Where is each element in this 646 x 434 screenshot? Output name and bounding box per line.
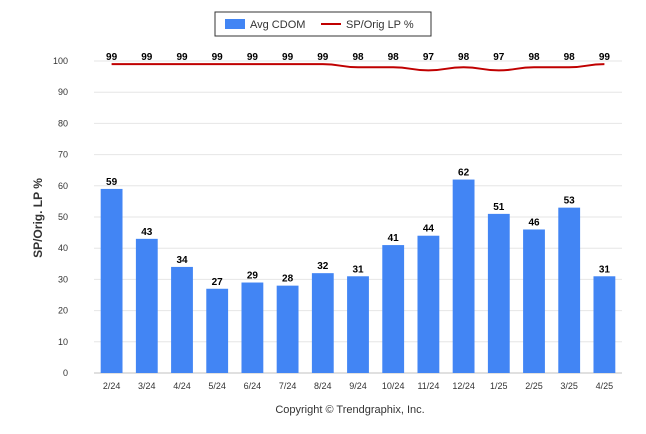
bar-avg-cdom <box>593 276 616 373</box>
line-value-label: 99 <box>317 52 329 63</box>
line-value-label: 98 <box>564 52 576 63</box>
line-value-label: 98 <box>388 52 400 63</box>
x-tick-label: 2/24 <box>103 381 121 391</box>
y-axis-title: SP/Orig. LP % <box>31 178 45 258</box>
x-tick-label: 8/24 <box>314 381 332 391</box>
bar-value-label: 62 <box>458 168 470 179</box>
bar-value-label: 43 <box>141 227 153 238</box>
y-tick-label: 70 <box>58 150 68 160</box>
y-tick-label: 60 <box>58 181 68 191</box>
bar-value-label: 34 <box>176 255 188 266</box>
x-tick-label: 5/24 <box>208 381 226 391</box>
x-tick-label: 3/24 <box>138 381 156 391</box>
bar-value-label: 27 <box>212 277 224 288</box>
y-tick-label: 0 <box>63 368 68 378</box>
x-tick-label: 4/25 <box>596 381 614 391</box>
bar-avg-cdom <box>171 266 193 373</box>
bar-value-label: 51 <box>493 202 505 213</box>
legend-label-avg-cdom: Avg CDOM <box>250 19 305 31</box>
legend-label-sp-orig-lp: SP/Orig LP % <box>346 19 414 31</box>
bar-avg-cdom <box>523 229 545 373</box>
y-tick-label: 10 <box>58 337 68 347</box>
bar-value-label: 41 <box>388 233 400 244</box>
bar-avg-cdom <box>206 288 229 373</box>
bar-avg-cdom <box>311 273 334 373</box>
bar-value-label: 53 <box>564 196 576 207</box>
line-value-label: 97 <box>423 52 435 63</box>
bar-value-label: 44 <box>423 224 435 235</box>
line-value-label: 98 <box>352 52 364 63</box>
line-value-label: 99 <box>106 52 118 63</box>
x-tick-label: 4/24 <box>173 381 191 391</box>
bar-avg-cdom <box>452 179 475 373</box>
bar-avg-cdom <box>276 285 299 373</box>
bar-value-label: 46 <box>528 217 540 228</box>
bar-avg-cdom <box>487 213 510 373</box>
y-tick-label: 40 <box>58 243 68 253</box>
bar-value-label: 32 <box>317 261 329 272</box>
line-value-label: 99 <box>599 52 611 63</box>
bar-avg-cdom <box>558 207 581 373</box>
line-value-label: 99 <box>141 52 153 63</box>
line-series <box>111 63 605 72</box>
bar-avg-cdom <box>347 276 369 373</box>
x-tick-label: 10/24 <box>382 381 405 391</box>
legend-swatch-avg-cdom <box>225 19 245 29</box>
line-value-label: 99 <box>176 52 188 63</box>
x-tick-label: 9/24 <box>349 381 367 391</box>
x-tick-label: 2/25 <box>525 381 543 391</box>
bar-labels: 59 43 34 27 29 28 32 31 41 44 62 51 46 53 31 <box>106 168 610 288</box>
line-value-label: 99 <box>282 52 294 63</box>
bar-avg-cdom <box>241 282 264 373</box>
bar-value-label: 28 <box>282 274 294 285</box>
x-tick-label: 7/24 <box>279 381 297 391</box>
line-value-label: 99 <box>212 52 224 63</box>
y-axis-ticks: 0 10 20 30 40 50 60 70 80 90 100 <box>53 56 68 378</box>
bar-avg-cdom <box>135 238 158 373</box>
bar-value-label: 31 <box>599 264 611 275</box>
bars <box>100 179 616 373</box>
bar-value-label: 59 <box>106 177 118 188</box>
bar-avg-cdom <box>382 245 405 373</box>
bar-avg-cdom <box>417 235 440 373</box>
y-tick-label: 80 <box>58 118 68 128</box>
x-tick-label: 1/25 <box>490 381 508 391</box>
y-tick-label: 50 <box>58 212 68 222</box>
x-axis-ticks: 2/24 3/24 4/24 5/24 6/24 7/24 8/24 9/24 10/24 11/… <box>103 381 613 391</box>
y-tick-label: 20 <box>58 306 68 316</box>
line-value-label: 97 <box>493 52 505 63</box>
bar-value-label: 29 <box>247 271 259 282</box>
line-sp-orig-lp <box>111 63 605 72</box>
y-tick-label: 100 <box>53 56 68 66</box>
line-value-label: 98 <box>458 52 470 63</box>
copyright-text: Copyright © Trendgraphix, Inc. <box>275 404 424 416</box>
bar-value-label: 31 <box>352 264 364 275</box>
x-tick-label: 11/24 <box>417 381 439 391</box>
legend: Avg CDOM SP/Orig LP % <box>214 11 432 37</box>
bar-avg-cdom <box>100 188 123 373</box>
y-tick-label: 30 <box>58 274 68 284</box>
line-value-label: 98 <box>528 52 540 63</box>
x-tick-label: 12/24 <box>452 381 475 391</box>
x-tick-label: 6/24 <box>244 381 262 391</box>
line-value-label: 99 <box>247 52 259 63</box>
x-tick-label: 3/25 <box>560 381 578 391</box>
line-labels: 99 99 99 99 99 99 99 98 98 97 98 97 98 98 99 <box>106 52 610 63</box>
y-tick-label: 90 <box>58 87 68 97</box>
